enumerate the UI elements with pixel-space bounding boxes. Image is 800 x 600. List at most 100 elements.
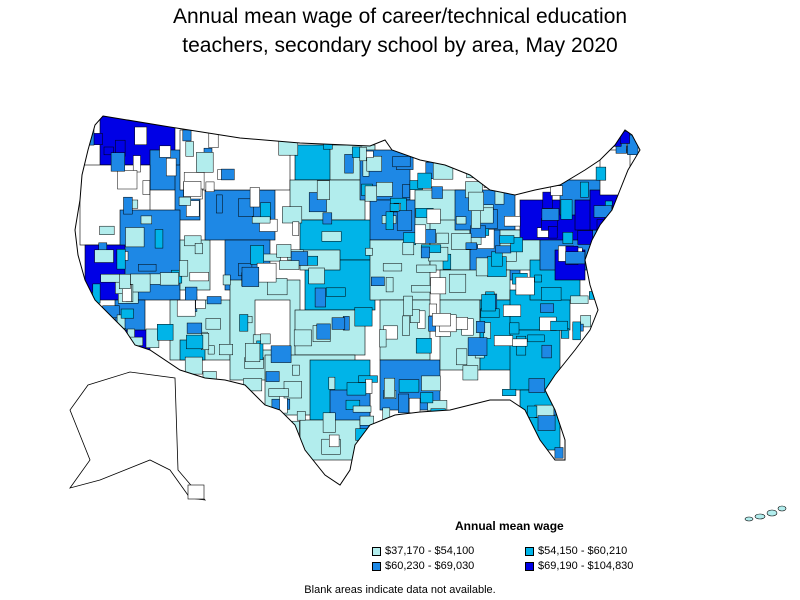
- county-area: [589, 291, 608, 300]
- county-area: [499, 442, 514, 457]
- county-area: [570, 295, 589, 304]
- county-area: [508, 414, 524, 433]
- county-area: [432, 313, 451, 327]
- county-area: [403, 295, 413, 316]
- county-area: [196, 152, 214, 173]
- county-area: [638, 403, 640, 423]
- county-area: [636, 435, 640, 445]
- county-area: [621, 443, 638, 460]
- county-area: [182, 129, 192, 142]
- county-area: [632, 303, 640, 317]
- county-area: [514, 433, 524, 453]
- county-area: [263, 420, 272, 432]
- county-area: [515, 142, 531, 163]
- county-area: [628, 174, 640, 184]
- county-area: [541, 344, 552, 359]
- legend-title: Annual mean wage: [455, 519, 564, 533]
- county-area: [373, 442, 388, 454]
- county-area: [408, 397, 421, 414]
- county-area: [624, 249, 640, 268]
- county-area: [456, 348, 468, 366]
- county-area: [240, 433, 261, 441]
- county-area: [276, 244, 292, 258]
- county-area: [243, 378, 263, 392]
- legend-swatch-tier3: [372, 561, 381, 571]
- county-area: [476, 321, 486, 333]
- county-area: [431, 186, 443, 199]
- county-area: [360, 133, 379, 143]
- legend-swatch-tier4: [525, 561, 534, 571]
- county-area: [629, 225, 640, 237]
- county-area: [134, 126, 148, 145]
- county-area: [132, 155, 141, 173]
- county-area: [239, 314, 249, 332]
- county-area: [459, 158, 478, 167]
- county-area: [97, 328, 105, 346]
- county-area: [190, 457, 209, 469]
- county-area: [119, 273, 131, 289]
- county-area: [92, 283, 101, 304]
- county-area: [624, 318, 634, 338]
- county-area: [184, 235, 202, 247]
- county-area: [568, 128, 585, 148]
- county-area: [154, 229, 164, 249]
- county-area: [144, 359, 156, 367]
- county-area: [120, 308, 134, 319]
- county-area: [178, 196, 191, 206]
- county-area: [466, 161, 487, 179]
- county-area: [635, 454, 640, 462]
- county-area: [512, 338, 528, 347]
- county-area: [499, 235, 515, 244]
- county-area: [449, 273, 467, 293]
- hawaii-island: [744, 516, 754, 522]
- county-area: [103, 146, 114, 156]
- hawaii-island: [766, 509, 778, 517]
- county-area: [474, 156, 484, 168]
- county-area: [616, 266, 633, 276]
- county-area: [385, 277, 394, 293]
- county-area: [314, 287, 326, 308]
- county-area: [606, 447, 621, 464]
- county-area: [279, 260, 300, 270]
- county-area: [412, 134, 422, 149]
- county-area: [453, 124, 461, 140]
- county-area: [562, 232, 574, 244]
- county-area: [467, 337, 488, 356]
- county-area: [604, 408, 612, 424]
- county-area: [260, 333, 271, 345]
- county-area: [614, 310, 631, 327]
- county-area: [583, 399, 602, 407]
- county-area: [110, 152, 125, 172]
- county-area: [599, 448, 618, 464]
- county-area: [159, 272, 179, 286]
- county-area: [256, 406, 263, 423]
- county-area: [292, 364, 300, 376]
- legend-item-tier4: $69,190 - $104,830: [525, 560, 633, 572]
- county-area: [270, 345, 292, 363]
- county-area: [593, 205, 613, 218]
- county-area: [219, 344, 233, 356]
- county-area: [182, 410, 200, 421]
- county-area: [534, 274, 542, 283]
- legend-item-tier1: $37,170 - $54,100: [372, 545, 474, 557]
- county-area: [631, 268, 640, 288]
- county-area: [395, 439, 411, 455]
- county-area: [328, 376, 336, 390]
- county-area: [321, 231, 342, 242]
- county-area: [392, 156, 411, 168]
- county-area: [222, 274, 231, 286]
- county-area: [455, 430, 474, 440]
- county-area: [580, 181, 589, 198]
- county-area: [238, 198, 254, 217]
- county-area: [267, 278, 288, 296]
- county-area: [550, 320, 568, 331]
- county-area: [629, 231, 638, 239]
- county-area: [116, 249, 126, 270]
- county-area: [296, 411, 306, 421]
- county-area: [316, 323, 331, 340]
- county-area: [518, 166, 535, 180]
- county-area: [636, 448, 640, 463]
- county-area: [353, 129, 369, 144]
- county-area: [186, 334, 204, 350]
